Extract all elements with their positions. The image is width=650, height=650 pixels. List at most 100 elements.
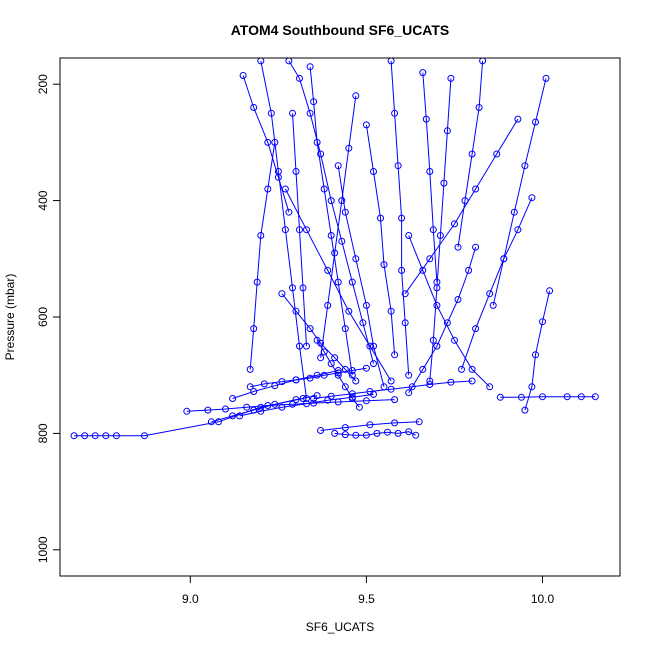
- data-point: [271, 382, 279, 390]
- series-line-10: [260, 60, 307, 399]
- series-line-11: [390, 60, 410, 376]
- data-point: [443, 127, 451, 135]
- data-point: [546, 287, 554, 295]
- data-point: [292, 376, 300, 384]
- data-point: [486, 290, 494, 298]
- data-point: [362, 397, 370, 405]
- series-line-19: [249, 142, 276, 370]
- data-point: [285, 58, 293, 65]
- data-point: [362, 121, 370, 129]
- data-point: [380, 383, 388, 391]
- series-line-4: [500, 396, 596, 398]
- series-line-15: [524, 290, 551, 411]
- data-point: [489, 301, 497, 309]
- data-point: [387, 307, 395, 315]
- data-point: [355, 403, 363, 411]
- series-line-28: [211, 395, 318, 423]
- data-point: [341, 383, 349, 391]
- data-point: [429, 336, 437, 344]
- data-point: [239, 72, 247, 79]
- series-line-20: [365, 124, 396, 355]
- data-point: [327, 232, 335, 239]
- data-point: [532, 351, 539, 359]
- series-line-29: [320, 421, 420, 431]
- data-point: [267, 109, 275, 117]
- data-point: [528, 383, 536, 391]
- data-point: [461, 197, 469, 205]
- data-point: [289, 284, 296, 292]
- data-point: [398, 266, 406, 274]
- data-point: [419, 69, 427, 77]
- y-tick-label: 1000: [36, 536, 50, 563]
- y-tick-label: 400: [36, 190, 50, 210]
- data-point: [394, 429, 402, 437]
- data-point: [433, 342, 441, 350]
- series-line-21: [408, 235, 491, 388]
- data-point: [303, 342, 310, 350]
- data-point: [429, 226, 437, 234]
- series-line-25: [422, 72, 438, 283]
- data-point: [313, 371, 321, 379]
- data-point: [373, 429, 381, 437]
- data-point: [377, 214, 384, 222]
- data-point: [246, 365, 254, 373]
- data-point: [292, 168, 300, 175]
- data-point: [334, 278, 342, 286]
- data-point: [253, 278, 261, 286]
- data-point: [591, 393, 599, 401]
- x-tick-label: 10.0: [531, 592, 555, 606]
- data-point: [341, 431, 349, 439]
- data-point: [366, 421, 374, 429]
- series-line-16: [320, 95, 357, 358]
- data-point: [422, 115, 430, 123]
- series-line-30: [232, 370, 339, 399]
- data-point: [454, 296, 462, 303]
- data-point: [412, 431, 420, 439]
- data-point: [317, 427, 325, 434]
- data-point: [394, 162, 402, 170]
- data-point: [426, 377, 434, 385]
- y-axis: 200 400 600 800 1000: [36, 74, 60, 563]
- data-point: [250, 104, 258, 111]
- data-point: [317, 150, 325, 158]
- data-point: [370, 360, 377, 368]
- data-point: [313, 392, 321, 400]
- y-tick-label: 600: [36, 307, 50, 327]
- data-point: [517, 393, 525, 401]
- data-point: [331, 429, 339, 437]
- data-point: [384, 428, 391, 436]
- data-point: [472, 243, 480, 251]
- data-point: [370, 168, 377, 175]
- data-point: [451, 336, 458, 344]
- y-tick-label: 200: [36, 74, 50, 94]
- data-point: [243, 403, 251, 411]
- data-point: [405, 428, 413, 436]
- data-point: [426, 168, 434, 175]
- data-point: [341, 325, 349, 333]
- data-point: [229, 412, 237, 420]
- data-point: [229, 395, 237, 402]
- data-point: [468, 150, 476, 158]
- data-point: [419, 365, 427, 373]
- data-point: [341, 365, 349, 373]
- x-axis: 9.0 9.5 10.0: [182, 576, 555, 606]
- data-point: [264, 138, 272, 146]
- data-point: [433, 301, 441, 309]
- data-point: [475, 104, 483, 111]
- data-point: [250, 325, 258, 333]
- data-point: [514, 115, 522, 123]
- data-point: [296, 74, 303, 82]
- data-point: [415, 418, 423, 426]
- data-point: [370, 390, 377, 398]
- data-point: [278, 378, 286, 386]
- data-point: [362, 364, 370, 372]
- series-line-17: [408, 247, 477, 393]
- data-point: [451, 220, 458, 228]
- data-point: [236, 412, 244, 420]
- data-point: [433, 278, 441, 286]
- data-point: [289, 400, 296, 408]
- y-axis-label: Pressure (mbar): [3, 274, 17, 361]
- data-point: [320, 371, 328, 379]
- data-point: [246, 383, 254, 391]
